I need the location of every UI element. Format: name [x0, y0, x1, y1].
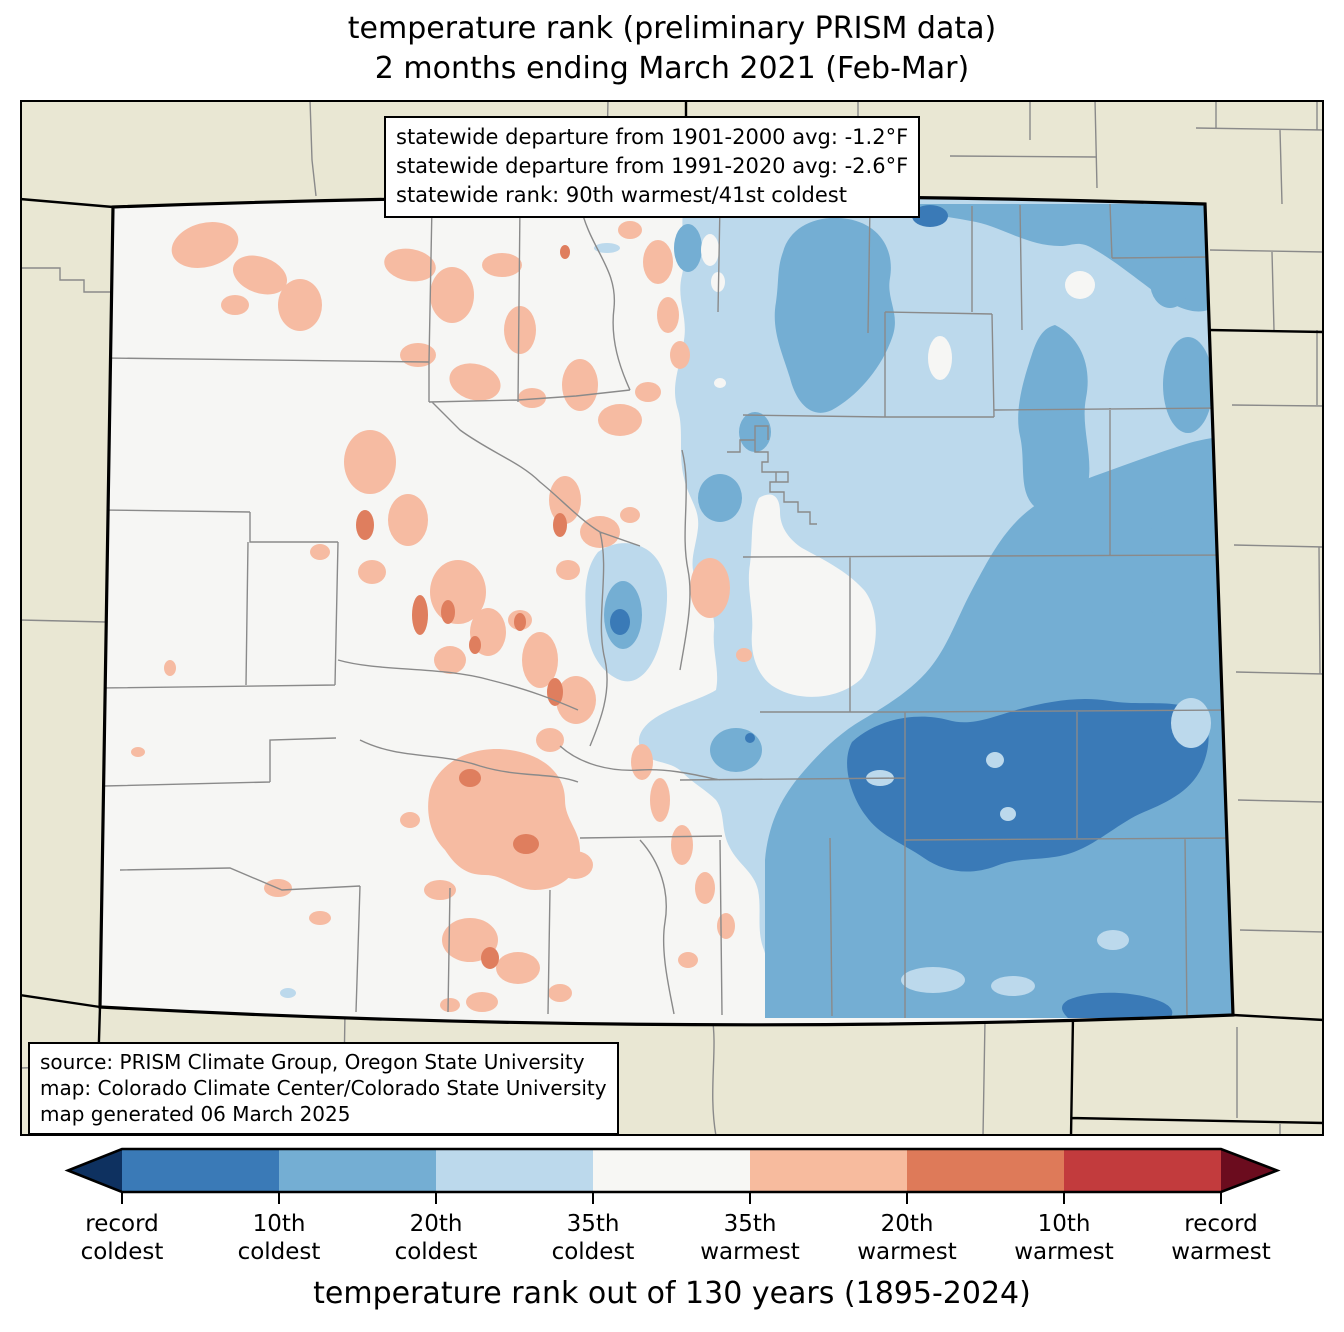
colorbar-over-arrow — [1221, 1149, 1277, 1192]
colorbar — [64, 1147, 1281, 1204]
colorbar-label-35th-warmest: 35th warmest — [700, 1211, 800, 1265]
colorbar-label-10th-warmest: 10th warmest — [1014, 1211, 1114, 1265]
source-attribution-box: source: PRISM Climate Group, Oregon Stat… — [28, 1042, 619, 1135]
county-lines — [101, 203, 1233, 1018]
warm-anomaly-strong-spots — [356, 245, 570, 969]
cold-region-light-holes — [866, 222, 1211, 996]
colorbar-label-10th-coldest: 10th coldest — [237, 1211, 321, 1265]
colorbar-label-20th-warmest: 20th warmest — [857, 1211, 957, 1265]
colorado-temperature-rank-map — [19, 99, 1325, 1137]
normal-pockets — [701, 234, 1095, 697]
colorbar-label-35th-coldest: 35th coldest — [551, 1211, 635, 1265]
generated-date-line: map generated 06 March 2025 — [40, 1102, 351, 1126]
colorbar-segments — [122, 1149, 1221, 1192]
colorbar-label-record-coldest: record coldest — [80, 1211, 164, 1265]
page-subtitle: 2 months ending March 2021 (Feb-Mar) — [374, 51, 970, 86]
colorbar-label-20th-coldest: 20th coldest — [394, 1211, 478, 1265]
map-frame — [20, 100, 1324, 1136]
map-svg — [19, 99, 1325, 1137]
colorbar-ticks — [121, 1192, 1222, 1204]
colorbar-caption: temperature rank out of 130 years (1895-… — [313, 1276, 1031, 1311]
colorbar-under-arrow — [68, 1149, 122, 1192]
colorbar-label-record-warmest: record warmest — [1171, 1211, 1271, 1265]
cold-region-dark — [610, 205, 1209, 1018]
page-title: temperature rank (preliminary PRISM data… — [347, 11, 997, 46]
statewide-stats-box: statewide departure from 1901-2000 avg: … — [384, 116, 921, 218]
map-credit-line: map: Colorado Climate Center/Colorado St… — [40, 1076, 607, 1100]
stats-line-departure-1991: statewide departure from 1991-2020 avg: … — [396, 154, 909, 178]
stats-line-departure-1901: statewide departure from 1901-2000 avg: … — [396, 125, 909, 149]
source-line: source: PRISM Climate Group, Oregon Stat… — [40, 1050, 585, 1074]
warm-anomaly-patches — [131, 221, 752, 1012]
stats-line-rank: statewide rank: 90th warmest/41st coldes… — [396, 183, 847, 207]
